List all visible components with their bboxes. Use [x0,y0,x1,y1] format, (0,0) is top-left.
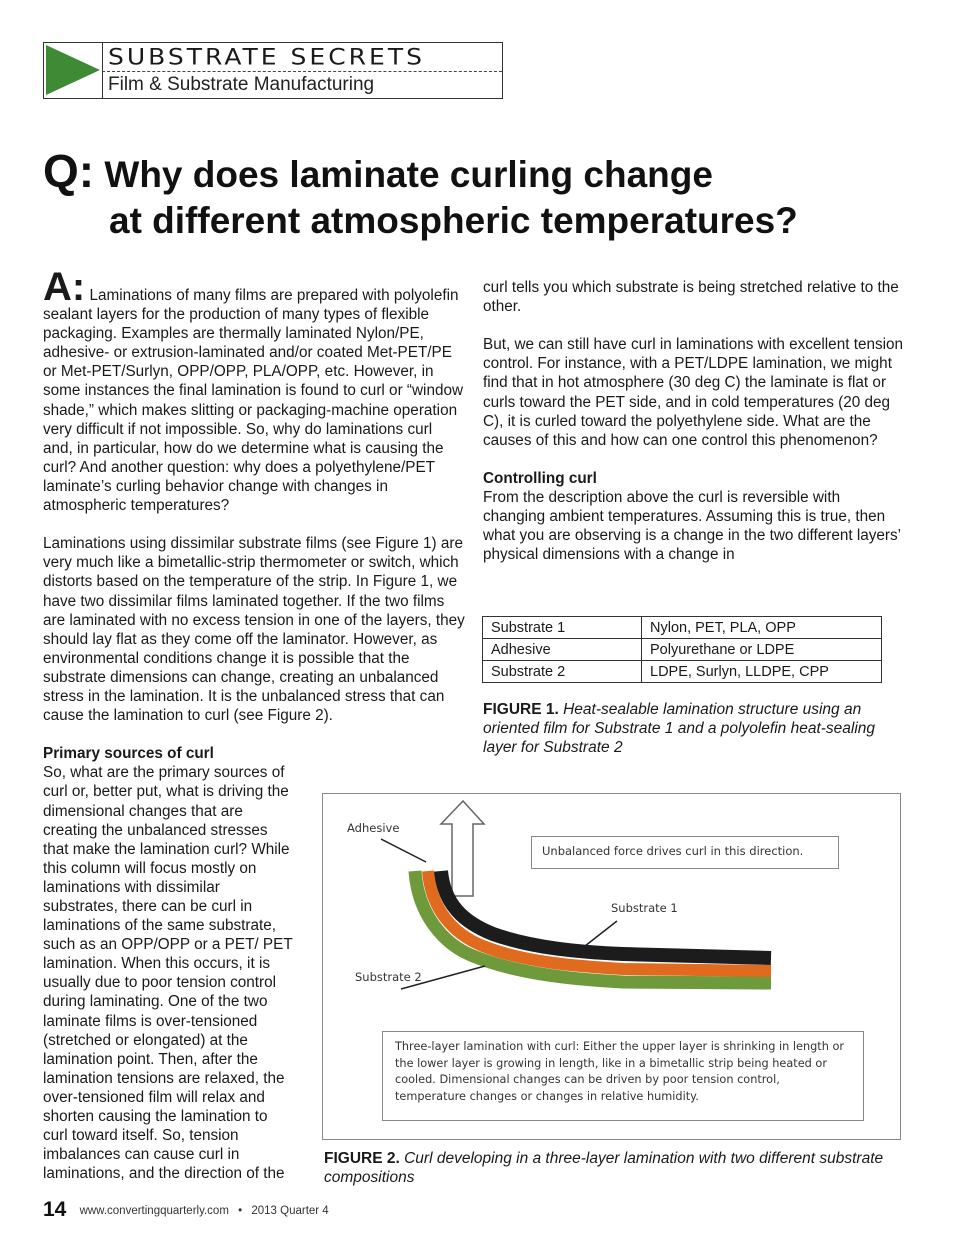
substrate-2-label: Substrate 2 [355,970,422,984]
left-column: A: Laminations of many films are prepare… [43,267,465,1203]
website-url: www.convertingquarterly.com [79,1205,229,1217]
answer-marker: A: [43,265,86,309]
table-cell: LDPE, Surlyn, LLDPE, CPP [641,660,882,683]
section-heading: Primary sources of curl [43,745,214,763]
table-cell: Substrate 2 [482,660,642,683]
column-header: SUBSTRATE SECRETS Film & Substrate Manuf… [43,42,503,99]
page-number: 14 [43,1198,67,1221]
logo-triangle-icon [44,43,103,98]
series-subtitle: Film & Substrate Manufacturing [108,74,375,95]
substrate-1-label: Substrate 1 [611,901,678,915]
paragraph: Laminations using dissimilar substrate f… [43,535,465,725]
table-row: Substrate 1 Nylon, PET, PLA, OPP [482,616,882,639]
title-line-2: at different atmospheric temperatures? [109,200,798,241]
title-line-1: Why does laminate curling change [104,154,713,195]
paragraph: But, we can still have curl in laminatio… [483,336,904,449]
issue-label: 2013 Quarter 4 [251,1205,329,1217]
caption-text: Heat-sealable lamination structure using… [483,701,876,757]
table-cell: Nylon, PET, PLA, OPP [641,616,882,639]
divider [102,71,502,72]
figure-2: Adhesive Substrate 1 Substrate 2 Unbalan… [322,793,901,1140]
paragraph: So, what are the primary sources of curl… [43,764,293,1183]
explanation-box: Three-layer lamination with curl: Either… [382,1031,864,1121]
page-footer: 14 www.convertingquarterly.com • 2013 Qu… [43,1198,329,1222]
figure-2-caption: FIGURE 2. Curl developing in a three-lay… [324,1149,914,1187]
force-note-box: Unbalanced force drives curl in this dir… [531,836,839,869]
paragraph: curl tells you which substrate is being … [483,279,899,316]
paragraph: From the description above the curl is r… [483,489,901,564]
adhesive-layer [422,870,772,977]
adhesive-label: Adhesive [347,821,400,835]
figure-label: FIGURE 2. [324,1150,400,1167]
separator: • [238,1205,243,1217]
right-column: curl tells you which substrate is being … [483,278,905,584]
substrate-1-layer [434,870,772,965]
table-row: Adhesive Polyurethane or LDPE [482,638,882,661]
table-cell: Polyurethane or LDPE [641,638,882,661]
substrate-1-pointer [584,920,618,947]
caption-text: Curl developing in a three-layer laminat… [324,1150,884,1187]
adhesive-pointer [380,838,427,863]
section-heading: Controlling curl [483,469,597,487]
up-arrow-icon [439,799,486,897]
paragraph: Laminations of many films are prepared w… [43,287,464,515]
table-row: Substrate 2 LDPE, Surlyn, LLDPE, CPP [482,660,882,683]
question-marker: Q: [43,145,95,197]
page-title: Q: Why does laminate curling change at d… [43,148,798,244]
figure-1-table: Substrate 1 Nylon, PET, PLA, OPP Adhesive… [482,616,882,683]
table-cell: Adhesive [482,638,642,661]
table-cell: Substrate 1 [482,616,642,639]
substrate-2-layer [408,870,772,990]
figure-label: FIGURE 1. [483,701,559,718]
figure-1-caption: FIGURE 1. Heat-sealable lamination struc… [483,700,903,757]
series-title: SUBSTRATE SECRETS [108,44,425,71]
curl-diagram [380,799,772,990]
substrate-2-pointer [400,965,486,990]
